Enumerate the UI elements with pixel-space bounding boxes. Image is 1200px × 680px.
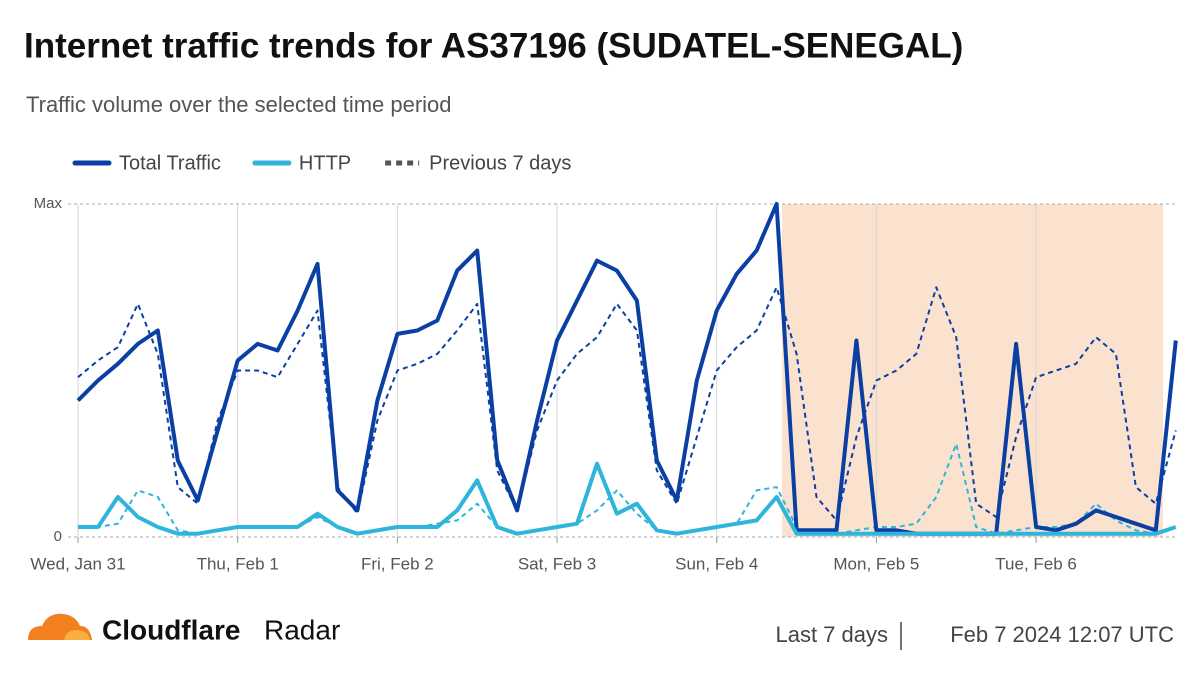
x-tick-label: Tue, Feb 6 bbox=[995, 554, 1077, 573]
x-tick-label: Thu, Feb 1 bbox=[197, 554, 279, 573]
x-tick-label: Fri, Feb 2 bbox=[361, 554, 434, 573]
footer-timestamp: Feb 7 2024 12:07 UTC bbox=[950, 622, 1174, 647]
logo-cloud bbox=[64, 630, 90, 640]
y-tick-label: 0 bbox=[54, 528, 62, 545]
legend-label: HTTP bbox=[299, 152, 351, 174]
y-tick-label: Max bbox=[34, 195, 63, 212]
chart-title: Internet traffic trends for AS37196 (SUD… bbox=[24, 26, 963, 65]
footer: Cloudflare Radar Last 7 days Feb 7 2024 … bbox=[28, 613, 1174, 650]
footer-period: Last 7 days bbox=[775, 622, 888, 647]
x-tick-label: Sun, Feb 4 bbox=[675, 554, 758, 573]
brand: Cloudflare bbox=[102, 614, 240, 645]
series-line bbox=[78, 461, 1177, 536]
brand: Radar bbox=[264, 614, 340, 645]
chart-subtitle: Traffic volume over the selected time pe… bbox=[26, 92, 452, 117]
x-tick-label: Mon, Feb 5 bbox=[833, 554, 919, 573]
legend-label: Total Traffic bbox=[119, 152, 221, 174]
x-tick-label: Wed, Jan 31 bbox=[30, 554, 125, 573]
x-tick-label: Sat, Feb 3 bbox=[518, 554, 596, 573]
legend-label: Previous 7 days bbox=[429, 152, 571, 174]
